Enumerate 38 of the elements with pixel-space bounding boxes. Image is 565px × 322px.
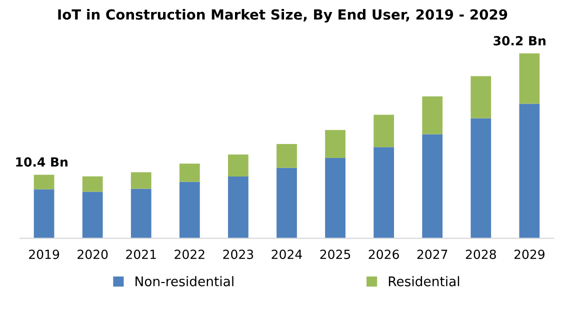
- bar: [82, 192, 103, 238]
- bar: [179, 164, 200, 182]
- bar: [276, 168, 297, 238]
- bar: [422, 134, 443, 238]
- bar: [325, 158, 346, 238]
- bar: [228, 176, 248, 238]
- bar: [519, 53, 540, 104]
- legend-label: Residential: [388, 276, 460, 286]
- x-tick-label: 2027: [417, 250, 448, 260]
- bar: [325, 130, 346, 158]
- bar: [179, 182, 200, 238]
- x-tick-label: 2019: [29, 250, 60, 260]
- x-tick-label: 2026: [368, 250, 399, 260]
- x-tick-label: 2025: [320, 250, 350, 260]
- x-tick-label: 2028: [466, 250, 496, 260]
- x-tick-label: 2020: [78, 250, 108, 260]
- bar: [470, 76, 492, 118]
- annotation: 30.2 Bn: [494, 36, 546, 46]
- legend-label: Non-residential: [136, 276, 234, 286]
- x-tick-label: 2022: [174, 250, 204, 260]
- bar: [130, 172, 152, 189]
- x-tick-label: 2029: [514, 250, 544, 260]
- bar: [470, 118, 492, 238]
- bar: [519, 104, 540, 238]
- chart-title: IoT in Construction Market Size, By End User, 2019 - 2029: [58, 8, 508, 23]
- bar: [34, 189, 54, 238]
- bar: [374, 114, 394, 148]
- x-tick-label: 2024: [272, 250, 302, 260]
- bar: [82, 176, 103, 192]
- bar: [422, 96, 443, 134]
- x-tick-label: 2021: [126, 250, 156, 260]
- bar: [130, 188, 152, 238]
- bar: [34, 174, 54, 190]
- bar: [228, 154, 248, 177]
- bar: [276, 144, 297, 168]
- annotation: 10.4 Bn: [16, 157, 68, 167]
- bar: [374, 147, 394, 238]
- x-tick-label: 2023: [223, 250, 254, 260]
